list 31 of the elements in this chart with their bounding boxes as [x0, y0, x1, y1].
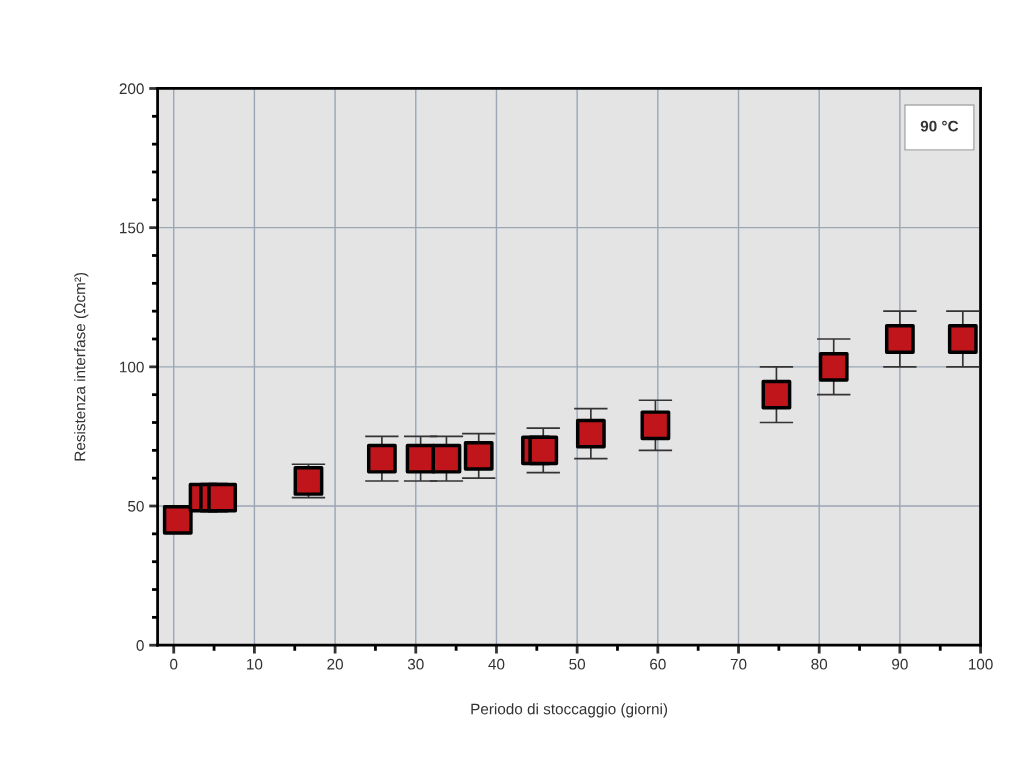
- x-tick-label: 90: [892, 658, 908, 670]
- x-axis-title: Periodo di stoccaggio (giorni): [471, 703, 668, 718]
- y-tick-label: 0: [136, 640, 144, 651]
- x-tick-label: 40: [488, 658, 505, 670]
- x-tick-label: 80: [811, 658, 828, 670]
- point: [528, 435, 559, 466]
- point: [207, 482, 238, 513]
- x-tick-label: 20: [327, 658, 343, 670]
- annotation: 90 °C: [920, 120, 959, 132]
- y-tick-label: 100: [120, 361, 144, 373]
- point: [162, 505, 193, 535]
- point: [884, 324, 915, 354]
- x-tick-label: 70: [730, 658, 747, 670]
- x-tick-label: 0: [170, 658, 178, 670]
- point: [366, 443, 397, 474]
- y-tick-label: 150: [120, 222, 144, 234]
- point: [640, 410, 671, 441]
- x-tick-label: 50: [569, 658, 586, 670]
- x-tick-label: 10: [247, 658, 263, 670]
- x-tick-label: 30: [407, 658, 424, 670]
- point: [818, 351, 849, 382]
- y-tick-label: 50: [128, 500, 144, 512]
- y-tick-label: 200: [119, 83, 144, 95]
- x-tick-label: 100: [968, 658, 993, 670]
- point: [463, 440, 494, 471]
- x-tick-label: 60: [650, 658, 666, 670]
- point: [575, 418, 606, 449]
- point: [431, 443, 462, 474]
- y-axis-title: Resistenza interfase (Ωcm²): [74, 272, 89, 461]
- point: [761, 379, 792, 410]
- point: [947, 324, 978, 354]
